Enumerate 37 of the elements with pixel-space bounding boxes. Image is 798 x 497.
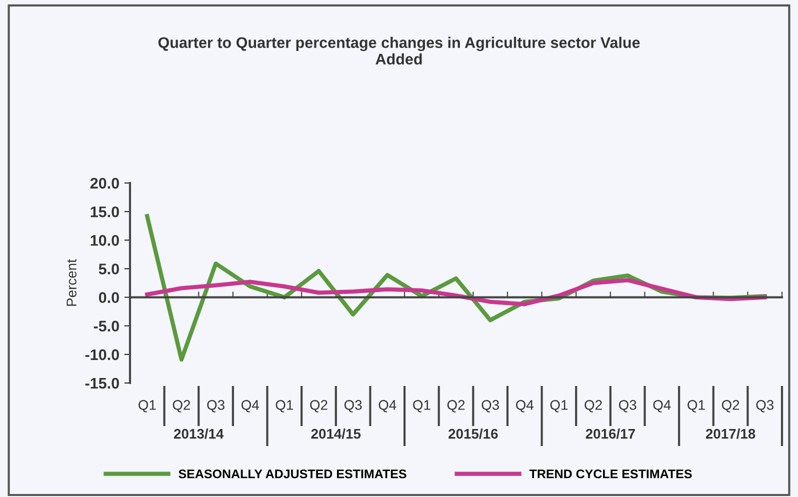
y-tick-label: 0.0 [98,292,119,303]
y-tick-label: 10.0 [90,235,119,246]
y-tick-label: 15.0 [90,206,119,218]
y-tick-label: -10.0 [85,349,119,360]
x-tick-label: Q4 [653,400,671,412]
y-tick-label: -15.0 [85,378,119,389]
y-tick-label: 5.0 [98,264,119,274]
y-tick-label: -5.0 [94,320,119,332]
x-tick-label: Q3 [756,400,774,412]
x-tick-label: Q1 [550,400,568,412]
text: 2017/18 [706,428,756,439]
x-tick-label: Q3 [482,400,499,412]
y-axis-title: Percent [66,259,76,306]
x-tick-label: Q2 [310,400,328,412]
x-tick-label: Q2 [722,400,740,412]
x-tick-label: Q1 [413,400,430,412]
x-tick-label: Q3 [344,400,362,412]
x-tick-label: Q1 [138,400,156,412]
x-tick-label: Q2 [172,400,190,412]
x-tick-label: Q2 [584,400,602,412]
legend-label: TREND CYCLE ESTIMATES [529,469,692,478]
chart-title: Quarter to Quarter percentage changes in Agriculture sector Value Added [158,36,640,65]
text: 2013/14 [174,428,224,439]
legend-label: SEASONALLY ADJUSTED ESTIMATES [178,469,406,478]
x-tick-label: Q4 [516,400,534,412]
text: 2014/15 [311,428,361,439]
x-tick-label: Q2 [447,400,465,412]
line-series [145,278,767,306]
x-tick-label: Q4 [378,400,396,412]
text: 2015/16 [448,428,498,439]
x-tick-label: Q1 [688,400,705,412]
x-tick-label: Q3 [207,400,224,412]
text: 2016/17 [586,428,635,439]
x-tick-label: Q4 [242,400,259,412]
x-tick-label: Q3 [618,400,636,412]
y-tick-label: 20.0 [90,178,119,189]
x-tick-label: Q1 [276,400,294,412]
